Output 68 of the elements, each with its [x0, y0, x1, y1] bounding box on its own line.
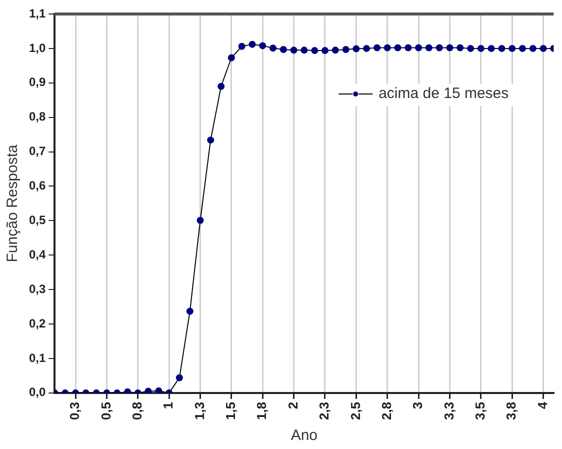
x-tick-label: 0,3: [67, 402, 82, 420]
point: [498, 44, 506, 52]
x-tick-label: 1: [160, 402, 176, 410]
point: [228, 54, 235, 62]
point: [238, 42, 246, 50]
point: [300, 46, 308, 54]
y-tick-label: 0,2: [28, 316, 46, 330]
point: [394, 44, 402, 52]
point: [477, 44, 484, 52]
y-tick-label: 0,0: [28, 385, 46, 400]
y-axis-title: Função Resposta: [4, 144, 22, 262]
y-tick-label: 0,4: [28, 247, 46, 262]
legend-label: acima de 15 meses: [378, 85, 509, 102]
point: [207, 136, 214, 144]
point: [436, 44, 443, 52]
y-tick-label: 0,1: [28, 350, 46, 365]
x-tick-label: 0,5: [98, 402, 114, 420]
x-tick-label: 2: [285, 402, 300, 410]
point: [529, 44, 536, 52]
point: [425, 44, 432, 52]
point: [218, 82, 225, 90]
point: [488, 44, 495, 52]
point: [404, 44, 412, 52]
point: [196, 216, 204, 224]
point: [280, 46, 287, 53]
point: [415, 44, 422, 52]
x-axis-title: Ano: [290, 427, 318, 444]
point: [342, 46, 350, 53]
y-tick-label: 0,7: [28, 144, 46, 158]
y-tick-label: 0,5: [28, 213, 46, 227]
point: [259, 42, 266, 50]
x-tick-label: 3,5: [472, 402, 488, 420]
point: [518, 44, 526, 52]
x-tick-label: 4: [534, 401, 550, 410]
point: [456, 44, 464, 52]
point: [446, 44, 454, 52]
y-tick-label: 0,6: [28, 178, 46, 193]
point: [269, 44, 276, 52]
y-tick-label: 1,0: [28, 40, 46, 55]
x-tick-label: 3,3: [441, 402, 456, 420]
point: [363, 44, 370, 52]
x-tick-label: 0,8: [129, 402, 144, 420]
point: [186, 308, 194, 315]
y-tick-label: 0,9: [28, 75, 46, 90]
point: [290, 46, 298, 54]
x-tick-label: 2,3: [316, 402, 332, 420]
point: [374, 44, 381, 52]
x-tick-label: 3: [410, 402, 426, 410]
point: [540, 44, 547, 52]
point: [467, 44, 474, 52]
x-tick-label: 1,3: [192, 402, 207, 420]
point: [322, 47, 328, 54]
y-tick-label: 0,8: [28, 110, 46, 124]
y-tick-label: 1,1: [28, 6, 46, 20]
point: [332, 46, 339, 54]
x-tick-label: 1,5: [223, 402, 238, 420]
point: [384, 44, 391, 52]
x-tick-label: 1,8: [254, 402, 270, 420]
point: [144, 388, 152, 393]
x-tick-label: 2,8: [378, 402, 394, 420]
point: [155, 387, 162, 393]
x-tick-label: 3,8: [504, 402, 519, 420]
point: [508, 44, 516, 52]
point: [248, 40, 256, 48]
point: [311, 47, 318, 54]
y-tick-label: 0,3: [28, 282, 46, 296]
x-tick-label: 2,5: [348, 402, 363, 420]
point: [352, 45, 360, 52]
